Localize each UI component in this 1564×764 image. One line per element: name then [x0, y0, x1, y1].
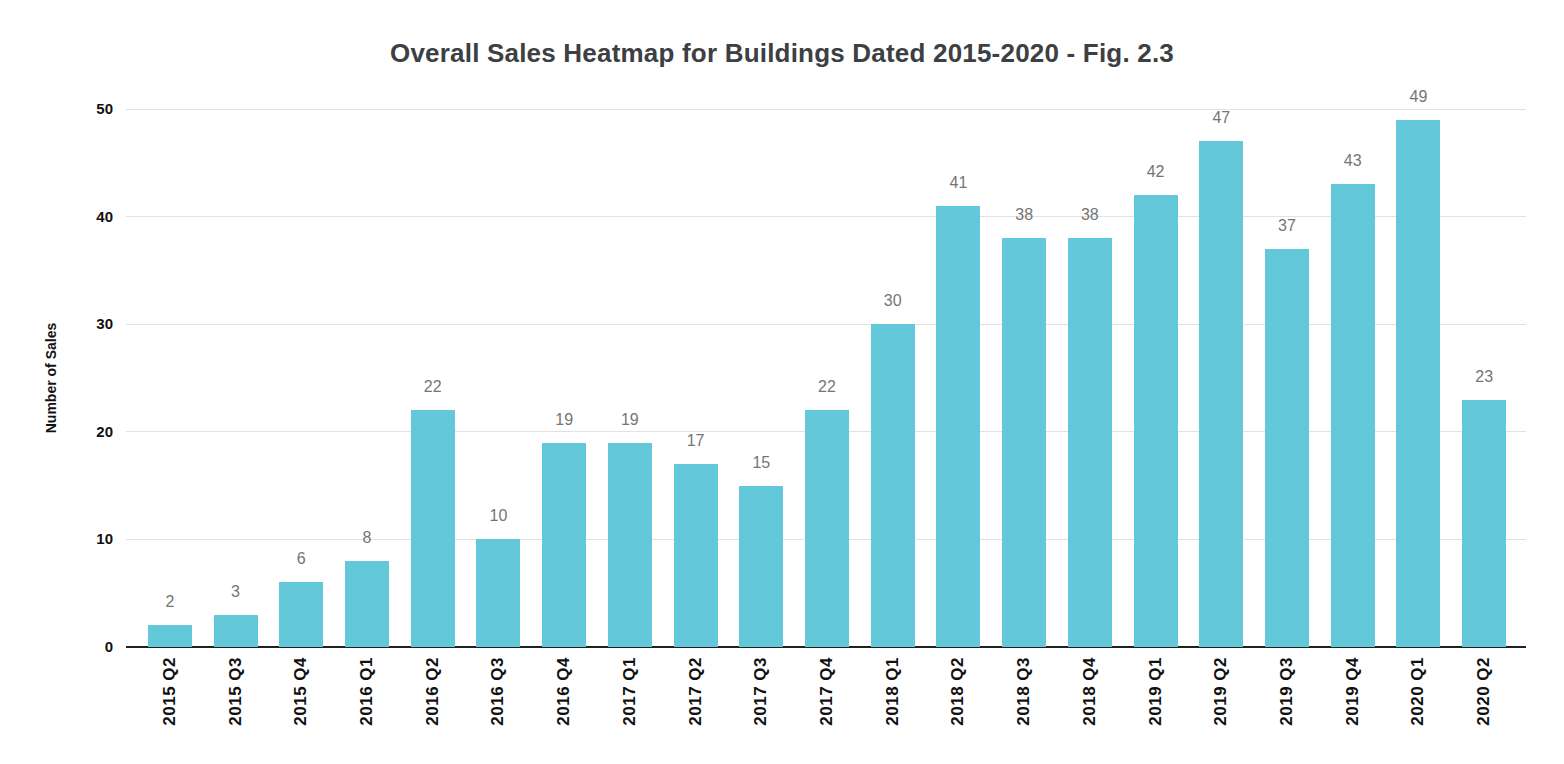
bar-value-label: 6 — [271, 549, 331, 569]
bar — [1134, 195, 1178, 647]
bar-value-label: 22 — [797, 377, 857, 397]
x-tick-label: 2016 Q4 — [554, 657, 574, 726]
bar-value-label: 23 — [1454, 367, 1514, 387]
bar-value-label: 47 — [1191, 108, 1251, 128]
x-tick-label: 2019 Q3 — [1277, 657, 1297, 726]
x-tick-label: 2017 Q2 — [686, 657, 706, 726]
bar — [476, 539, 520, 647]
bar — [345, 561, 389, 647]
x-tick-label: 2017 Q3 — [751, 657, 771, 726]
x-tick-label: 2019 Q1 — [1146, 657, 1166, 726]
y-tick-label: 40 — [0, 208, 113, 226]
bar-value-label: 10 — [468, 506, 528, 526]
x-tick-label: 2015 Q4 — [291, 657, 311, 726]
bar — [279, 582, 323, 647]
bar — [871, 324, 915, 647]
bar-value-label: 19 — [600, 410, 660, 430]
x-tick-label: 2020 Q2 — [1474, 657, 1494, 726]
bar-value-label: 30 — [863, 291, 923, 311]
bar-value-label: 37 — [1257, 216, 1317, 236]
bar-value-label: 2 — [140, 592, 200, 612]
bar — [148, 625, 192, 647]
x-tick-label: 2020 Q1 — [1408, 657, 1428, 726]
x-tick-label: 2018 Q1 — [883, 657, 903, 726]
x-tick-label: 2016 Q1 — [357, 657, 377, 726]
gridline — [126, 109, 1526, 110]
x-tick-label: 2017 Q4 — [817, 657, 837, 726]
bar — [739, 486, 783, 647]
bar-value-label: 42 — [1126, 162, 1186, 182]
bar-value-label: 43 — [1323, 151, 1383, 171]
x-tick-label: 2018 Q3 — [1014, 657, 1034, 726]
y-tick-label: 30 — [0, 315, 113, 333]
bar-value-label: 15 — [731, 453, 791, 473]
bar — [1002, 238, 1046, 647]
chart-title: Overall Sales Heatmap for Buildings Date… — [0, 38, 1564, 69]
y-tick-label: 10 — [0, 530, 113, 548]
bar — [411, 410, 455, 647]
bar — [1462, 400, 1506, 647]
bar — [542, 443, 586, 647]
bar — [1331, 184, 1375, 647]
bar-value-label: 38 — [1060, 205, 1120, 225]
bar-chart: Overall Sales Heatmap for Buildings Date… — [0, 0, 1564, 764]
bar — [1265, 249, 1309, 647]
x-tick-label: 2018 Q4 — [1080, 657, 1100, 726]
bar-value-label: 8 — [337, 528, 397, 548]
x-tick-label: 2019 Q4 — [1343, 657, 1363, 726]
bar-value-label: 19 — [534, 410, 594, 430]
y-tick-label: 50 — [0, 100, 113, 118]
bar — [936, 206, 980, 647]
bar — [608, 443, 652, 647]
bar-value-label: 41 — [928, 173, 988, 193]
y-tick-label: 0 — [0, 638, 113, 656]
x-tick-label: 2016 Q2 — [423, 657, 443, 726]
bar-value-label: 17 — [666, 431, 726, 451]
bar — [214, 615, 258, 647]
x-tick-label: 2017 Q1 — [620, 657, 640, 726]
bar — [1068, 238, 1112, 647]
bar — [674, 464, 718, 647]
bar — [1396, 120, 1440, 647]
bar — [805, 410, 849, 647]
bar — [1199, 141, 1243, 647]
x-tick-label: 2015 Q2 — [160, 657, 180, 726]
bar-value-label: 38 — [994, 205, 1054, 225]
x-tick-label: 2016 Q3 — [488, 657, 508, 726]
bar-value-label: 3 — [206, 582, 266, 602]
bar-value-label: 22 — [403, 377, 463, 397]
bar-value-label: 49 — [1388, 87, 1448, 107]
x-tick-label: 2015 Q3 — [226, 657, 246, 726]
x-tick-label: 2019 Q2 — [1211, 657, 1231, 726]
y-tick-label: 20 — [0, 423, 113, 441]
x-tick-label: 2018 Q2 — [948, 657, 968, 726]
gridline — [126, 324, 1526, 325]
